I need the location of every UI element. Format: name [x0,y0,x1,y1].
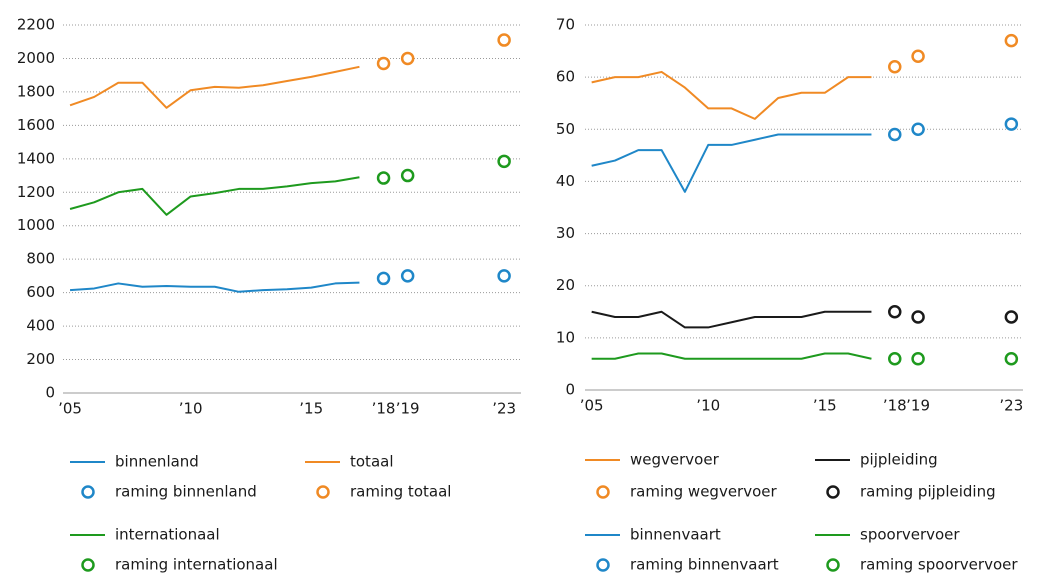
legend-swatch [826,558,840,572]
legend-label: internationaal [115,526,220,544]
legend-swatch [826,485,840,499]
x-tick-label: ’19 [906,397,930,415]
forecast-point [911,310,925,324]
y-tick-label: 0 [45,384,55,402]
x-tick-label: ’05 [580,397,604,415]
forecast-point [888,351,902,366]
legend-label: raming wegvervoer [630,483,778,501]
series-line [591,133,872,193]
forecast-point [911,122,925,137]
legend-label: raming binnenland [115,483,257,501]
y-tick-label: 1200 [17,183,55,201]
y-tick-label: 1800 [17,82,55,100]
forecast-point [1004,117,1019,131]
forecast-point [376,56,391,71]
y-tick-label: 50 [556,120,575,138]
legend-label: totaal [350,453,394,471]
y-tick-label: 10 [556,328,575,346]
x-tick-label: ’18 [883,397,907,415]
forecast-point [888,305,902,319]
legend-swatch [596,485,610,499]
forecast-point [376,271,391,286]
forecast-point [497,33,511,47]
legend-label: raming internationaal [115,556,278,574]
y-tick-label: 1400 [17,149,55,167]
forecast-point [497,154,511,169]
x-tick-label: ’23 [492,400,516,418]
legend-swatch [81,558,95,572]
legend-swatch [316,485,330,499]
legend-label: raming totaal [350,483,451,501]
legend-label: raming binnenvaart [630,556,779,574]
series-line [591,70,872,120]
y-tick-label: 0 [565,381,575,399]
y-tick-label: 40 [556,172,575,190]
legend-label: spoorvervoer [860,526,960,544]
forecast-point [497,269,511,283]
x-tick-label: ’15 [299,400,323,418]
y-tick-label: 60 [556,68,575,86]
y-tick-label: 400 [26,317,55,335]
forecast-point [400,269,415,283]
forecast-point [400,51,415,66]
legend-label: wegvervoer [630,451,720,469]
forecast-point [1004,310,1019,324]
x-tick-label: ’05 [58,400,82,418]
y-tick-label: 600 [26,283,55,301]
y-tick-label: 70 [556,16,575,34]
series-line [69,176,360,216]
legend-label: pijpleiding [860,451,938,469]
forecast-point [1004,33,1019,48]
x-tick-label: ’10 [696,397,720,415]
legend-swatch [596,558,610,572]
x-tick-label: ’10 [179,400,203,418]
legend-label: raming spoorvervoer [860,556,1018,574]
series-line [69,281,360,293]
forecast-point [911,351,925,366]
legend-label: raming pijpleiding [860,483,996,501]
y-tick-label: 2200 [17,16,55,34]
legend-label: binnenland [115,453,199,471]
legend-swatch [81,485,95,499]
x-tick-label: ’23 [999,397,1023,415]
forecast-point [1004,351,1019,366]
forecast-point [911,49,925,64]
x-tick-label: ’15 [813,397,837,415]
y-tick-label: 2000 [17,49,55,67]
forecast-point [376,171,391,185]
x-tick-label: ’19 [396,400,420,418]
y-tick-label: 800 [26,250,55,268]
y-tick-label: 200 [26,350,55,368]
y-tick-label: 20 [556,276,575,294]
series-line [591,352,872,360]
series-line [591,310,872,329]
forecast-point [888,127,902,142]
x-tick-label: ’18 [372,400,396,418]
forecast-point [400,168,415,183]
legend-label: binnenvaart [630,526,721,544]
y-tick-label: 1000 [17,216,55,234]
forecast-point [888,59,902,74]
series-line [69,65,360,109]
y-tick-label: 1600 [17,116,55,134]
y-tick-label: 30 [556,224,575,242]
